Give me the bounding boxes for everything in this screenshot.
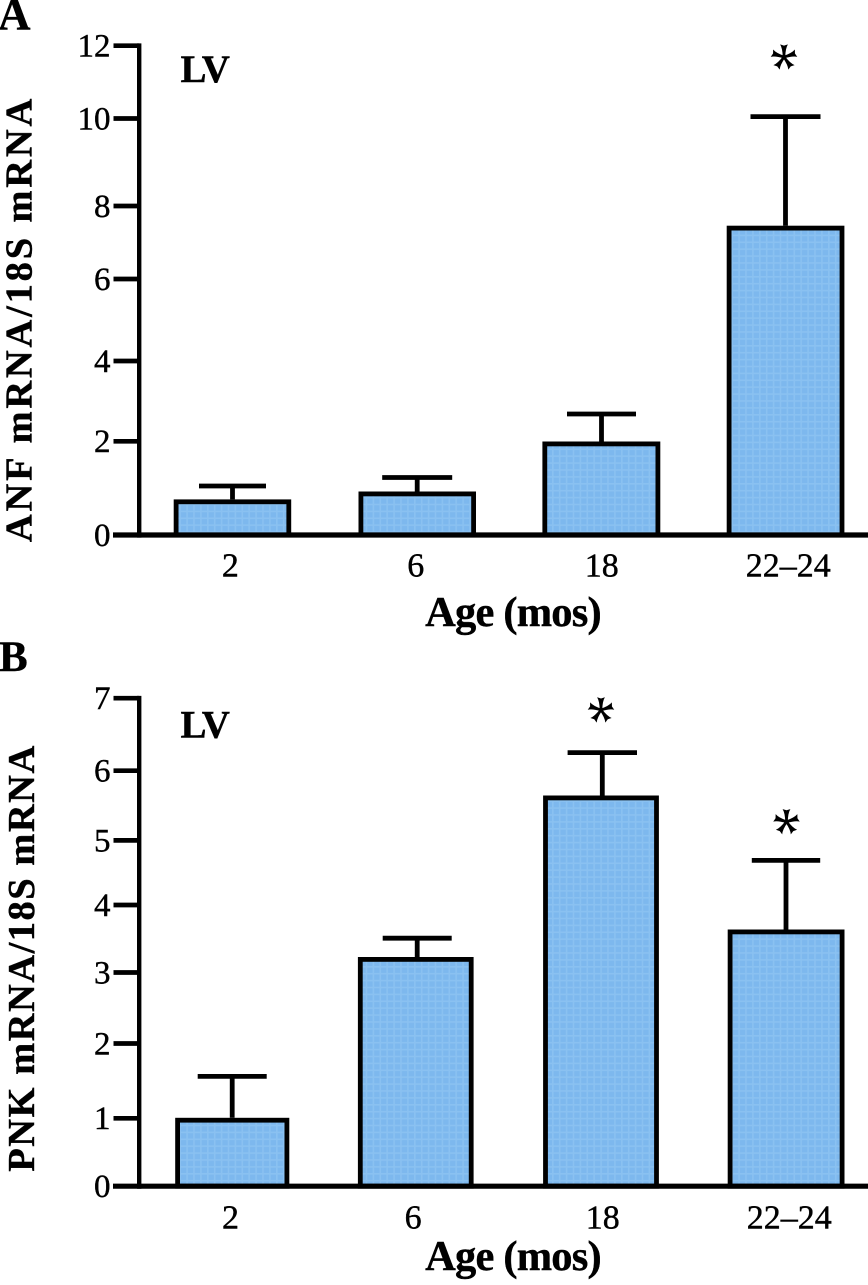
svg-text:18: 18: [585, 548, 619, 585]
svg-text:0: 0: [94, 1169, 111, 1205]
svg-text:10: 10: [78, 101, 111, 137]
svg-text:2: 2: [222, 1199, 239, 1236]
svg-text:ANF mRNA/18S mRNA: ANF mRNA/18S mRNA: [0, 96, 41, 542]
svg-text:4: 4: [94, 344, 111, 380]
svg-text:4: 4: [94, 888, 111, 924]
svg-text:3: 3: [94, 955, 111, 991]
svg-text:7: 7: [94, 681, 111, 717]
svg-text:A: A: [0, 0, 31, 40]
svg-text:Age (mos): Age (mos): [425, 1233, 601, 1280]
svg-text:18: 18: [586, 1199, 620, 1236]
svg-text:LV: LV: [181, 48, 230, 91]
svg-text:6: 6: [94, 754, 111, 790]
svg-text:6: 6: [407, 548, 424, 585]
svg-text:22–24: 22–24: [747, 1199, 832, 1236]
svg-text:5: 5: [94, 823, 111, 859]
svg-text:LV: LV: [181, 704, 230, 747]
svg-text:Age (mos): Age (mos): [425, 589, 601, 636]
svg-text:2: 2: [94, 1026, 111, 1062]
svg-text:0: 0: [94, 518, 111, 554]
svg-text:B: B: [0, 634, 28, 681]
svg-text:12: 12: [78, 29, 111, 65]
svg-text:PNK mRNA/18S mRNA: PNK mRNA/18S mRNA: [1, 744, 43, 1172]
svg-text:6: 6: [94, 262, 111, 298]
svg-text:6: 6: [405, 1199, 422, 1236]
svg-text:8: 8: [94, 189, 111, 225]
svg-text:2: 2: [94, 424, 111, 460]
svg-text:2: 2: [222, 548, 239, 585]
svg-text:1: 1: [94, 1101, 111, 1137]
svg-text:22–24: 22–24: [746, 548, 831, 585]
